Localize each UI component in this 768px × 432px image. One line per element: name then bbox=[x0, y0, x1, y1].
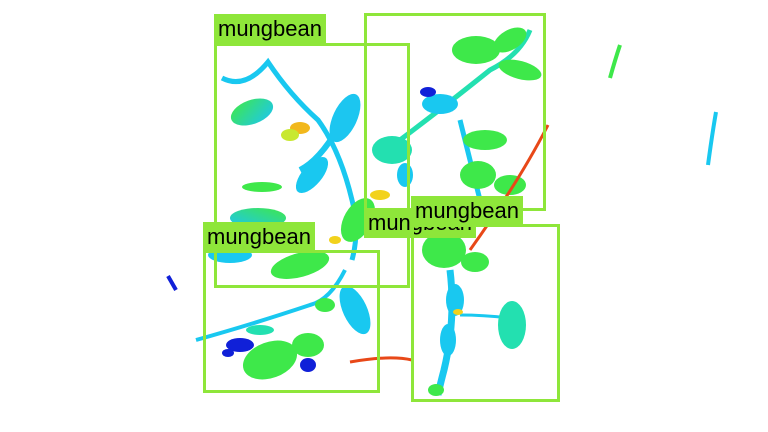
bbox-label-1: mungbean bbox=[214, 14, 326, 44]
plant-bottom-right bbox=[349, 124, 550, 396]
bbox-label-3: mungbean bbox=[203, 222, 315, 252]
scatter-fragments bbox=[166, 44, 718, 291]
bbox-label-4: mungbean bbox=[411, 196, 523, 226]
plant-top-left bbox=[208, 57, 390, 279]
plant-top-right bbox=[372, 27, 542, 201]
plant-bottom-left bbox=[195, 269, 371, 380]
